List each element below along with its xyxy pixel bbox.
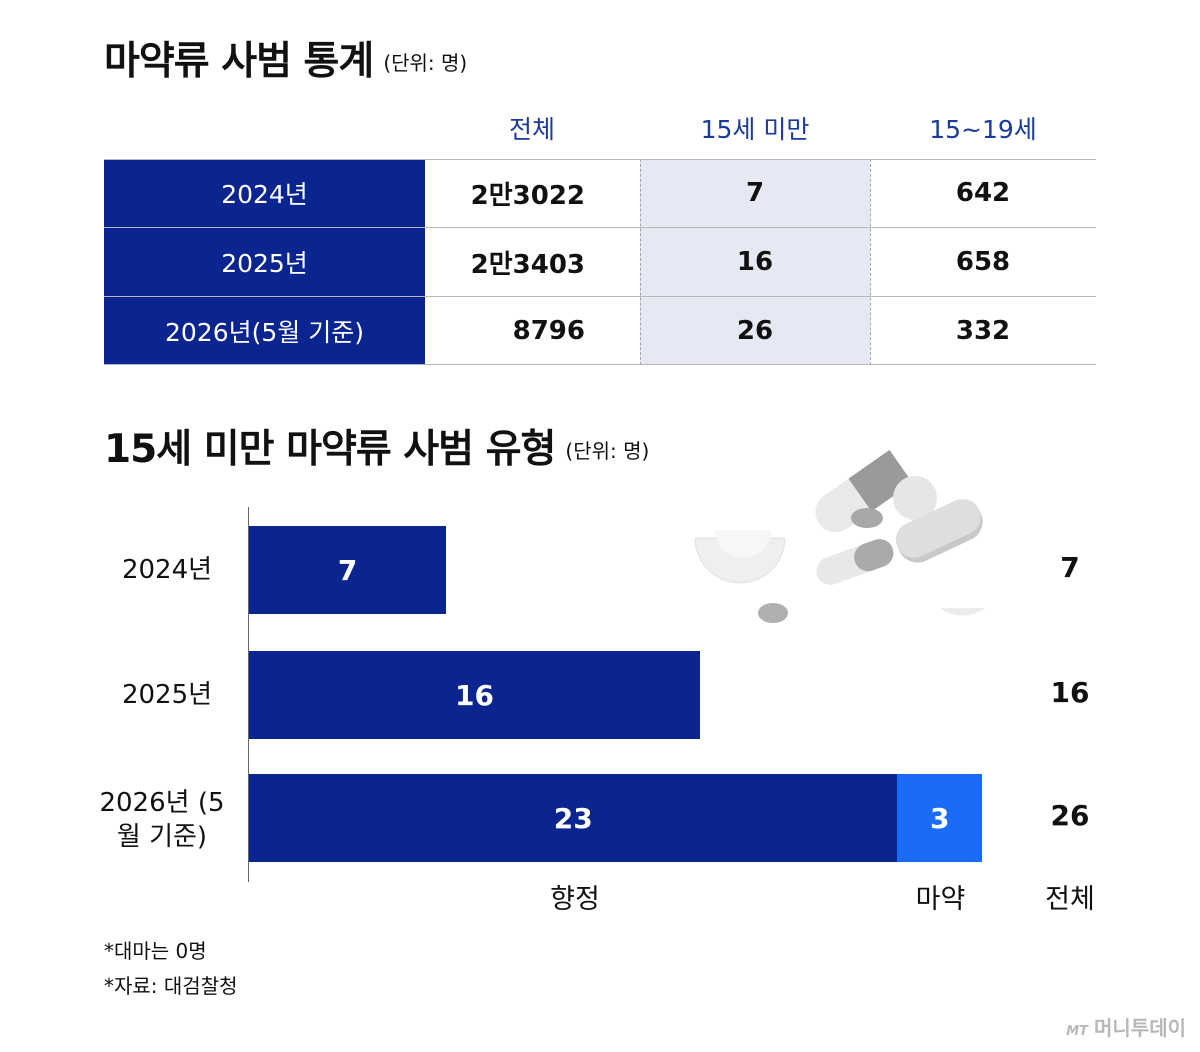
legend-total: 전체 bbox=[1045, 884, 1095, 915]
cell-total: 2만3022 bbox=[470, 180, 585, 211]
chart-axis bbox=[248, 507, 249, 882]
total-value: 16 bbox=[1050, 676, 1090, 709]
brand-mark: MT bbox=[1066, 1024, 1088, 1039]
cell-under15: 7 bbox=[640, 159, 870, 227]
brand-logo: MT 머니투데이 bbox=[1066, 1012, 1186, 1041]
bar-value-label: 23 bbox=[553, 801, 593, 835]
bar-value-label: 3 bbox=[929, 801, 950, 835]
cell-under15: 16 bbox=[640, 228, 870, 296]
cell-15-19: 642 bbox=[955, 178, 1011, 208]
table-row: 2024년 2만3022 7 642 bbox=[104, 159, 1096, 227]
col-header-under15: 15세 미만 bbox=[700, 115, 810, 144]
table-row: 2025년 2만3403 16 658 bbox=[104, 228, 1096, 296]
table-rule bbox=[104, 159, 1096, 160]
row-label: 2025년 bbox=[104, 228, 425, 296]
chart-title: 15세 미만 마약류 사범 유형 (단위: 명) bbox=[104, 427, 650, 472]
cell-total: 2만3403 bbox=[470, 249, 585, 280]
row-label: 2026년(5월 기준) bbox=[104, 297, 425, 365]
table-rule bbox=[104, 227, 1096, 228]
bar-hyangjeong: 16 bbox=[249, 651, 701, 739]
legend-mayak: 마약 bbox=[915, 884, 966, 915]
table-title: 마약류 사범 통계 (단위: 명) bbox=[104, 39, 468, 84]
cell-under15: 26 bbox=[640, 297, 870, 365]
bar-value-label: 16 bbox=[455, 678, 495, 712]
y-axis-label: 2024년 bbox=[121, 555, 213, 585]
table-row: 2026년(5월 기준) 8796 26 332 bbox=[104, 297, 1096, 365]
bar-value-label: 7 bbox=[337, 553, 358, 587]
bar-mayak: 3 bbox=[897, 774, 982, 862]
total-value: 7 bbox=[1060, 551, 1080, 584]
chart-unit: (단위: 명) bbox=[565, 439, 650, 463]
y-axis-label: 2026년 (5월 기준) bbox=[99, 788, 225, 852]
total-value: 26 bbox=[1050, 799, 1090, 832]
table-unit: (단위: 명) bbox=[383, 51, 468, 75]
cell-15-19: 658 bbox=[955, 247, 1011, 277]
col-header-total: 전체 bbox=[508, 115, 555, 144]
bar-hyangjeong: 23 bbox=[249, 774, 898, 862]
cell-total: 8796 bbox=[512, 316, 585, 346]
table-divider bbox=[870, 159, 871, 365]
brand-name: 머니투데이 bbox=[1094, 1016, 1186, 1040]
table-divider bbox=[640, 159, 641, 365]
bar-hyangjeong: 7 bbox=[249, 526, 447, 614]
table-rule bbox=[104, 364, 1096, 365]
footnote: *대마는 0명 bbox=[104, 939, 207, 963]
stats-table: 2024년 2만3022 7 642 2025년 2만3403 16 658 2… bbox=[104, 159, 1096, 365]
col-header-15-19: 15~19세 bbox=[929, 115, 1037, 144]
y-axis-label: 2025년 bbox=[121, 680, 213, 710]
table-rule bbox=[104, 296, 1096, 297]
legend-hyangjeong: 향정 bbox=[550, 884, 600, 915]
source-note: *자료: 대검찰청 bbox=[104, 974, 238, 998]
row-label: 2024년 bbox=[104, 159, 425, 227]
pills-illustration bbox=[694, 450, 985, 623]
cell-15-19: 332 bbox=[955, 316, 1011, 346]
